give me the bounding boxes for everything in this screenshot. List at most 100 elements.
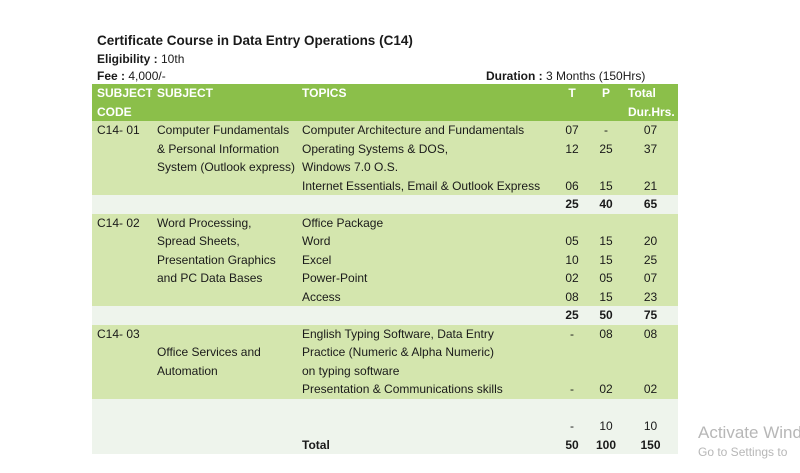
cell-topic: Operating Systems & DOS, bbox=[297, 139, 555, 158]
table-row bbox=[92, 398, 678, 417]
cell-topic: English Typing Software, Data Entry bbox=[297, 324, 555, 343]
table-row: Office Services and Practice (Numeric & A… bbox=[92, 343, 678, 362]
cell-theory: 02 bbox=[555, 269, 589, 288]
cell-code bbox=[92, 287, 152, 306]
eligibility-label: Eligibility : bbox=[97, 52, 158, 66]
cell-subject: & Personal Information bbox=[152, 139, 297, 158]
table-header-row: SUBJECT CODE SUBJECT TOPICS T P Total Dur.… bbox=[92, 84, 678, 121]
cell-practical bbox=[589, 398, 623, 417]
fee-value: 4,000/- bbox=[125, 69, 166, 83]
cell-theory: - bbox=[555, 380, 589, 399]
cell-code bbox=[92, 306, 152, 325]
cell-subject bbox=[152, 380, 297, 399]
table-row: Presentation & Communications skills -02 0… bbox=[92, 380, 678, 399]
cell-subject: Automation bbox=[152, 361, 297, 380]
cell-total: 20 bbox=[623, 232, 678, 251]
cell-subject bbox=[152, 324, 297, 343]
cell-theory: 10 bbox=[555, 250, 589, 269]
cell-practical: 15 bbox=[589, 250, 623, 269]
duration-value: 3 Months (150Hrs) bbox=[542, 69, 646, 83]
cell-theory bbox=[555, 361, 589, 380]
cell-practical: 05 bbox=[589, 269, 623, 288]
cell-theory: 05 bbox=[555, 232, 589, 251]
table-row: Internet Essentials, Email & Outlook Exp… bbox=[92, 176, 678, 195]
cell-practical bbox=[589, 213, 623, 232]
table-row: System (Outlook express) Windows 7.0 O.S. bbox=[92, 158, 678, 177]
cell-total: 37 bbox=[623, 139, 678, 158]
col-header-total: Total Dur.Hrs. bbox=[623, 84, 678, 121]
cell-practical: 15 bbox=[589, 232, 623, 251]
cell-subject bbox=[152, 195, 297, 214]
cell-total: 07 bbox=[623, 269, 678, 288]
eligibility-value: 10th bbox=[157, 52, 185, 66]
cell-code bbox=[92, 232, 152, 251]
cell-theory: 50 bbox=[555, 435, 589, 454]
col-header-code: SUBJECT CODE bbox=[92, 84, 152, 121]
cell-total: 65 bbox=[623, 195, 678, 214]
duration-line: Duration : 3 Months (150Hrs) bbox=[486, 69, 645, 83]
table-row: 25 50 75 bbox=[92, 306, 678, 325]
cell-theory: - bbox=[555, 324, 589, 343]
cell-subject bbox=[152, 417, 297, 436]
cell-total: 07 bbox=[623, 121, 678, 140]
cell-total: 02 bbox=[623, 380, 678, 399]
cell-topic: Excel bbox=[297, 250, 555, 269]
cell-theory: 25 bbox=[555, 306, 589, 325]
cell-practical: 100 bbox=[589, 435, 623, 454]
cell-practical bbox=[589, 361, 623, 380]
cell-practical: 50 bbox=[589, 306, 623, 325]
cell-practical bbox=[589, 343, 623, 362]
activate-windows-hint: Go to Settings to bbox=[698, 445, 788, 459]
cell-total bbox=[623, 361, 678, 380]
table-row: Presentation Graphics Excel 10 15 25 bbox=[92, 250, 678, 269]
cell-topic bbox=[297, 417, 555, 436]
cell-theory: 25 bbox=[555, 195, 589, 214]
cell-theory: 08 bbox=[555, 287, 589, 306]
table-row: Access 08 15 23 bbox=[92, 287, 678, 306]
cell-total: 23 bbox=[623, 287, 678, 306]
cell-code: C14- 03 bbox=[92, 324, 152, 343]
cell-subject: System (Outlook express) bbox=[152, 158, 297, 177]
cell-total bbox=[623, 343, 678, 362]
duration-label: Duration : bbox=[486, 69, 543, 83]
cell-topic: Access bbox=[297, 287, 555, 306]
cell-code bbox=[92, 139, 152, 158]
cell-code bbox=[92, 398, 152, 417]
cell-practical: - bbox=[589, 121, 623, 140]
cell-practical: 40 bbox=[589, 195, 623, 214]
col-header-topics: TOPICS bbox=[297, 84, 555, 121]
table-row: 25 40 65 bbox=[92, 195, 678, 214]
cell-subject bbox=[152, 306, 297, 325]
col-header-theory: T bbox=[555, 84, 589, 121]
cell-practical bbox=[589, 158, 623, 177]
col-header-practical: P bbox=[589, 84, 623, 121]
cell-subject: Word Processing, bbox=[152, 213, 297, 232]
cell-practical: 08 bbox=[589, 324, 623, 343]
cell-practical: 15 bbox=[589, 287, 623, 306]
cell-subject: Computer Fundamentals bbox=[152, 121, 297, 140]
cell-theory bbox=[555, 158, 589, 177]
cell-topic: Practice (Numeric & Alpha Numeric) bbox=[297, 343, 555, 362]
cell-subject: Office Services and bbox=[152, 343, 297, 362]
cell-code bbox=[92, 176, 152, 195]
cell-code bbox=[92, 417, 152, 436]
table-row: -10 10 bbox=[92, 417, 678, 436]
cell-code bbox=[92, 361, 152, 380]
course-table: SUBJECT CODE SUBJECT TOPICS T P Total Dur.… bbox=[92, 84, 678, 454]
cell-topic: Word bbox=[297, 232, 555, 251]
cell-topic: Windows 7.0 O.S. bbox=[297, 158, 555, 177]
col-header-subject: SUBJECT bbox=[152, 84, 297, 121]
cell-total bbox=[623, 213, 678, 232]
cell-theory bbox=[555, 343, 589, 362]
cell-total bbox=[623, 158, 678, 177]
cell-topic bbox=[297, 398, 555, 417]
cell-total: 21 bbox=[623, 176, 678, 195]
cell-subject bbox=[152, 398, 297, 417]
table-row: and PC Data Bases Power-Point 02 05 07 bbox=[92, 269, 678, 288]
cell-code: C14- 02 bbox=[92, 213, 152, 232]
cell-practical: 10 bbox=[589, 417, 623, 436]
cell-total: 25 bbox=[623, 250, 678, 269]
fee-label: Fee : bbox=[97, 69, 126, 83]
cell-code bbox=[92, 250, 152, 269]
cell-code bbox=[92, 343, 152, 362]
